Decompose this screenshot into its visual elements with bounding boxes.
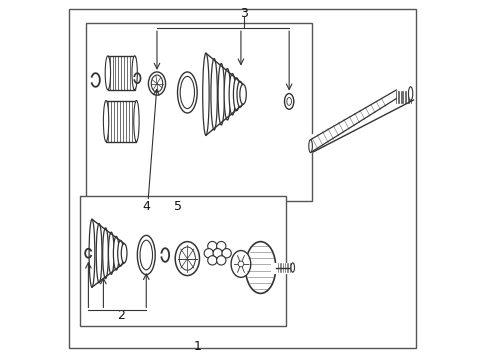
Text: 5: 5 — [174, 200, 182, 213]
Circle shape — [216, 256, 225, 265]
Ellipse shape — [229, 73, 235, 115]
Ellipse shape — [237, 81, 243, 107]
Ellipse shape — [177, 72, 197, 113]
Ellipse shape — [231, 251, 250, 277]
Ellipse shape — [290, 263, 294, 272]
Bar — [106, 100, 136, 141]
Ellipse shape — [245, 242, 275, 293]
Ellipse shape — [407, 87, 412, 100]
Ellipse shape — [286, 98, 291, 105]
Ellipse shape — [103, 100, 108, 141]
Ellipse shape — [218, 64, 224, 125]
Circle shape — [238, 261, 244, 267]
Ellipse shape — [105, 56, 110, 90]
Bar — [80, 196, 285, 327]
Ellipse shape — [102, 228, 108, 279]
Text: 1: 1 — [194, 339, 202, 352]
Circle shape — [203, 249, 213, 258]
Ellipse shape — [118, 240, 123, 266]
Ellipse shape — [108, 232, 114, 274]
Ellipse shape — [137, 235, 155, 275]
Ellipse shape — [233, 78, 240, 111]
Ellipse shape — [210, 59, 217, 130]
Circle shape — [213, 249, 222, 258]
Ellipse shape — [175, 242, 199, 275]
Text: 4: 4 — [142, 200, 150, 213]
Ellipse shape — [96, 224, 102, 283]
Text: 3: 3 — [240, 8, 248, 21]
Ellipse shape — [224, 68, 230, 120]
Ellipse shape — [180, 76, 194, 109]
Ellipse shape — [134, 100, 139, 141]
Ellipse shape — [140, 240, 152, 270]
Bar — [85, 23, 312, 202]
Bar — [108, 56, 134, 90]
Ellipse shape — [308, 140, 312, 153]
Ellipse shape — [240, 84, 246, 104]
Ellipse shape — [113, 237, 119, 270]
Polygon shape — [310, 90, 395, 153]
Circle shape — [207, 256, 217, 265]
Circle shape — [222, 249, 231, 258]
Ellipse shape — [89, 219, 95, 287]
Ellipse shape — [121, 244, 127, 263]
Circle shape — [216, 242, 225, 251]
Bar — [108, 56, 134, 90]
Ellipse shape — [132, 56, 137, 90]
Text: 2: 2 — [117, 309, 125, 322]
Ellipse shape — [284, 94, 293, 109]
Bar — [106, 100, 136, 141]
Ellipse shape — [203, 53, 209, 135]
Circle shape — [207, 242, 217, 251]
Ellipse shape — [148, 72, 165, 95]
